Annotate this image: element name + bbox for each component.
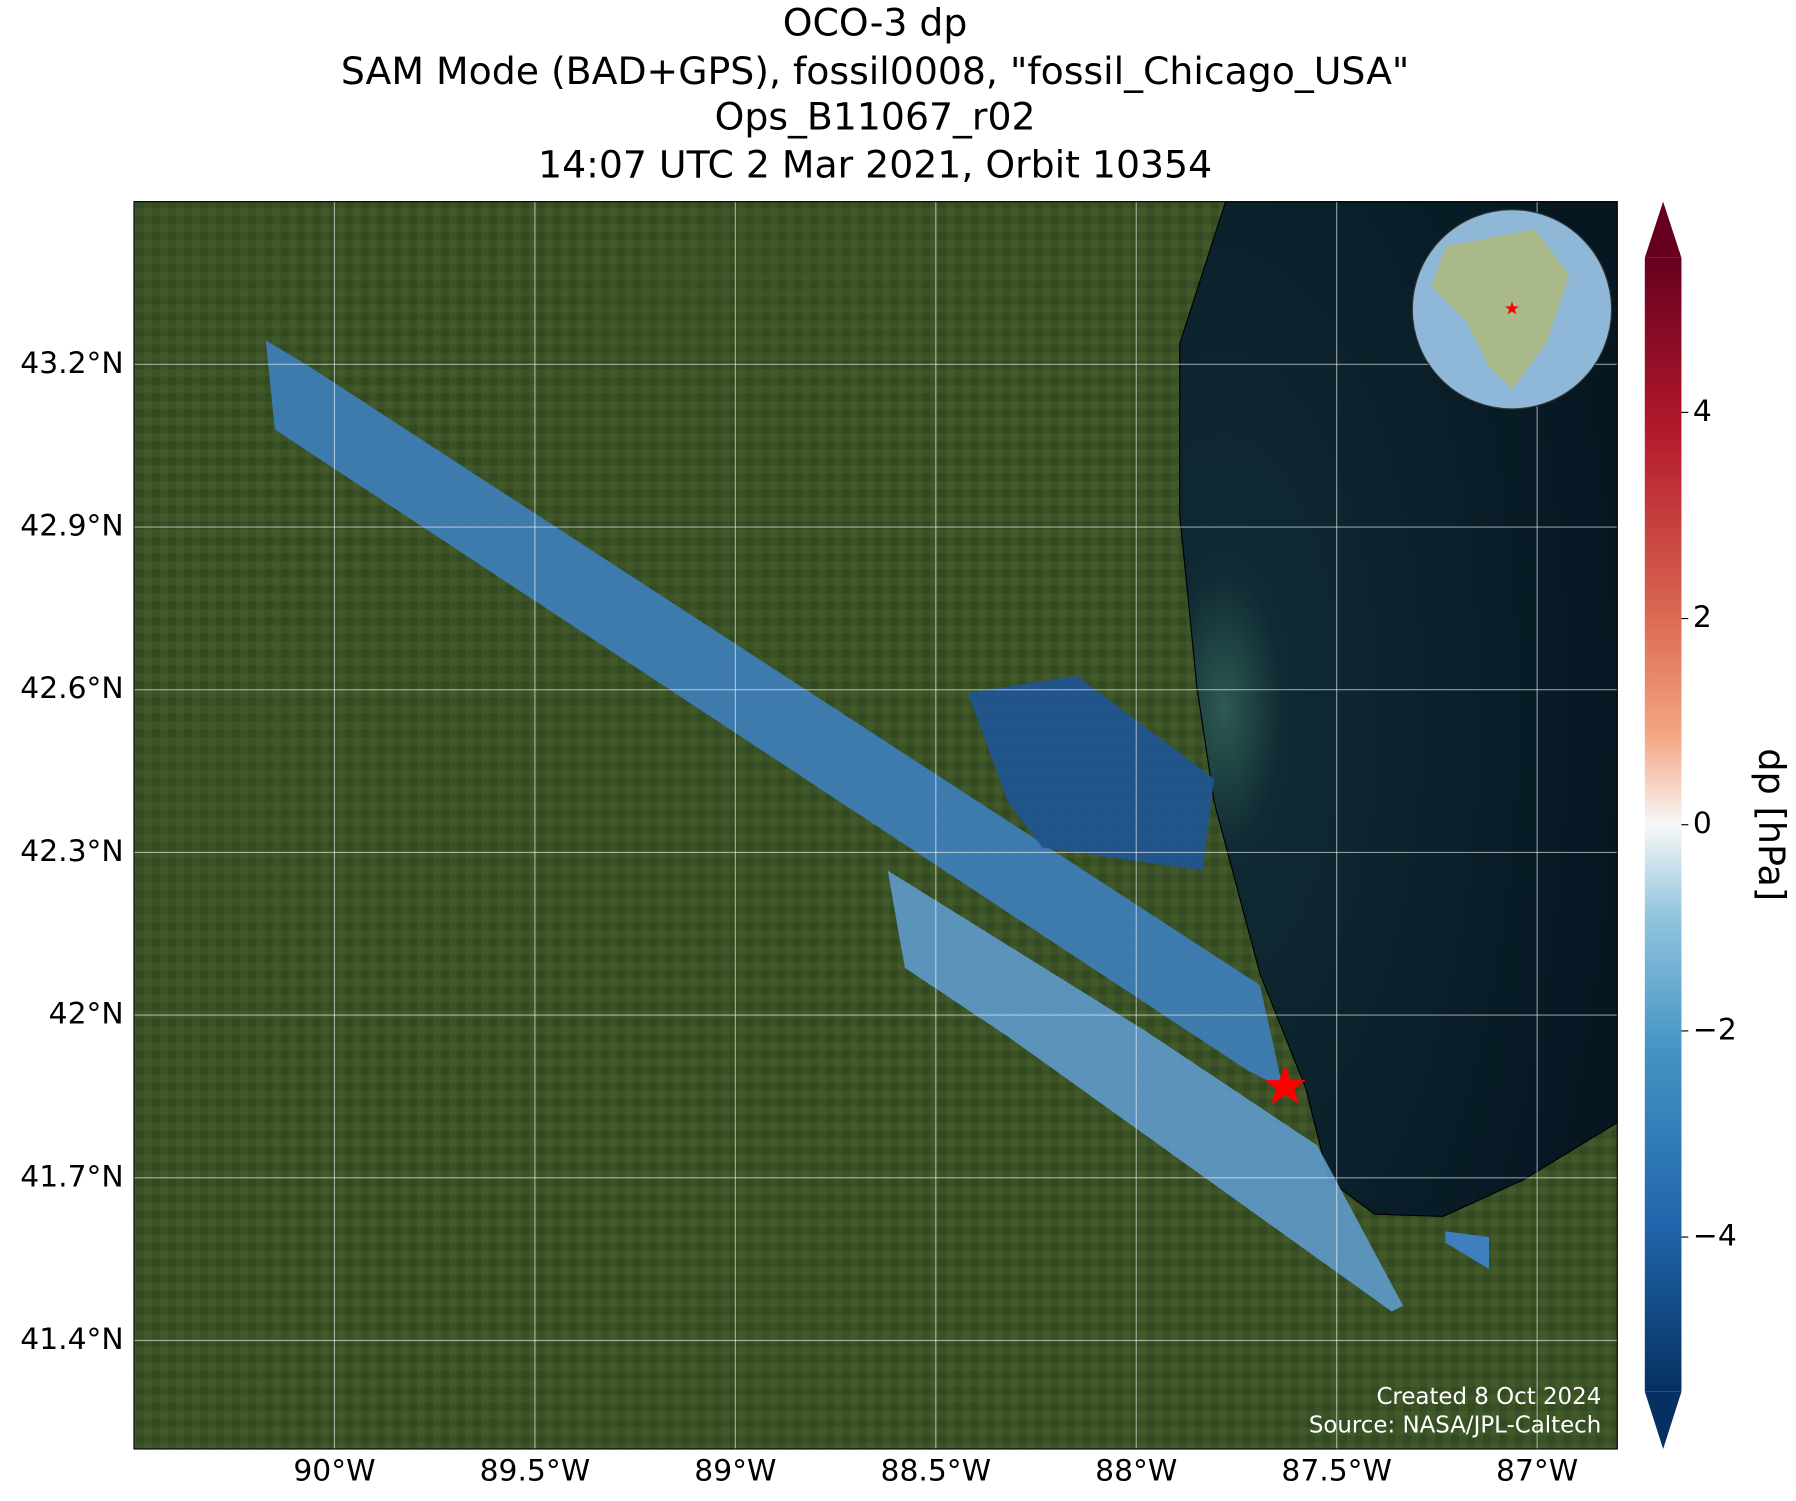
x-tick-label: 88.5°W <box>881 1453 992 1488</box>
swath <box>967 675 1215 871</box>
x-tick-label: 88°W <box>1095 1453 1177 1488</box>
x-tick-label: 87°W <box>1496 1453 1578 1488</box>
credit: Source: NASA/JPL-Caltech <box>1309 1413 1601 1439</box>
inset-land <box>1431 229 1570 390</box>
colorbar-tick-label: −2 <box>1693 1012 1737 1047</box>
x-tick-label: 87.5°W <box>1281 1453 1392 1488</box>
y-tick-label: 41.7°N <box>20 1159 123 1194</box>
x-tick-label: 90°W <box>293 1453 375 1488</box>
colorbar-tick-label: 0 <box>1693 806 1712 841</box>
title-line: 14:07 UTC 2 Mar 2021, Orbit 10354 <box>538 143 1212 187</box>
target-star <box>1264 1065 1306 1105</box>
swath <box>1445 1231 1490 1270</box>
title-line: SAM Mode (BAD+GPS), fossil0008, "fossil_… <box>341 49 1409 93</box>
title-line: OCO-3 dp <box>783 1 968 45</box>
inset-star: ★ <box>1504 298 1520 319</box>
colorbar-tick-label: 2 <box>1693 600 1712 635</box>
map-area: ★ <box>134 201 1618 1449</box>
colorbar-tick-label: 4 <box>1693 394 1712 429</box>
swath <box>887 870 1404 1312</box>
map-frame <box>133 201 1618 1450</box>
y-tick-label: 41.4°N <box>20 1322 123 1357</box>
x-tick-label: 89.5°W <box>480 1453 591 1488</box>
lake-michigan <box>1179 201 1618 1218</box>
colorbar <box>1644 257 1682 1392</box>
y-tick-label: 42.3°N <box>20 834 123 869</box>
colorbar-extend <box>1644 1391 1682 1449</box>
colorbar-tick-label: −4 <box>1693 1219 1737 1254</box>
y-tick-label: 42°N <box>49 997 124 1032</box>
credit: Created 8 Oct 2024 <box>1376 1384 1601 1410</box>
y-tick-label: 42.9°N <box>20 509 123 544</box>
x-tick-label: 89°W <box>694 1453 776 1488</box>
y-tick-label: 43.2°N <box>20 346 123 381</box>
title-line: Ops_B11067_r02 <box>715 95 1036 139</box>
colorbar-label: dp [hPa] <box>1750 748 1793 901</box>
y-tick-label: 42.6°N <box>20 671 123 706</box>
colorbar-extend <box>1644 201 1682 258</box>
